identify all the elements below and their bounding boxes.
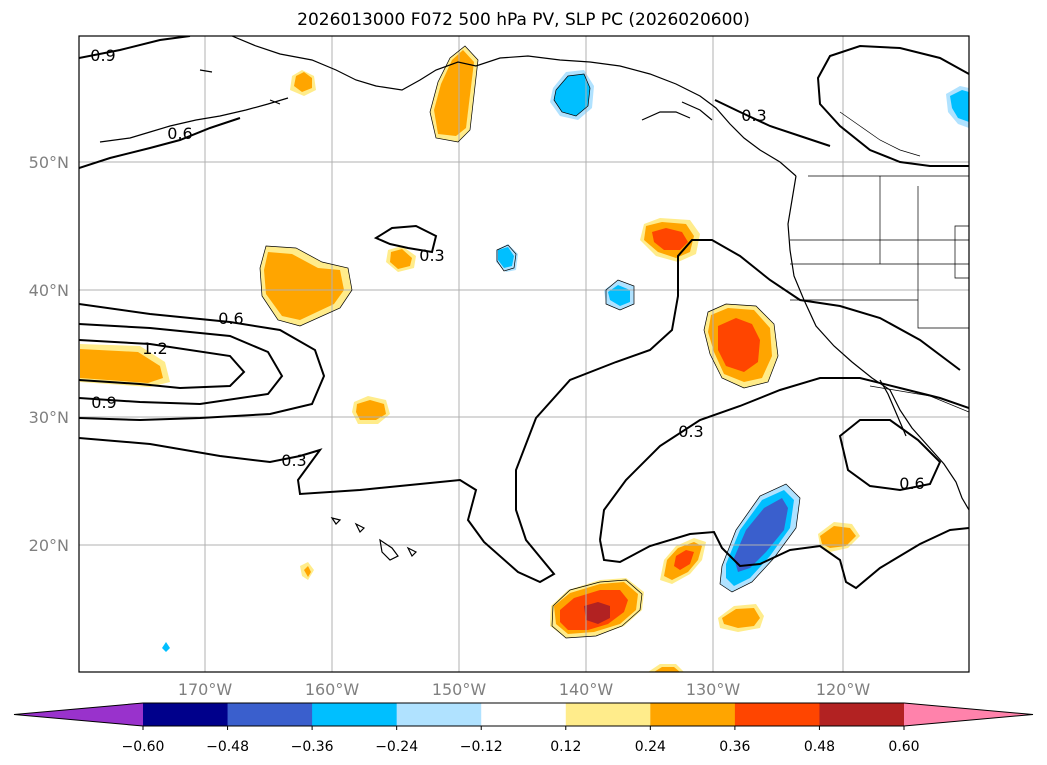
colorbar-swatch: [819, 703, 905, 726]
colorbar-tick-label: −0.48: [206, 739, 249, 755]
lon-tick: 130°W: [686, 680, 741, 699]
colorbar-swatch: [227, 703, 313, 726]
pv-positive-fills: [80, 46, 860, 672]
colorbar-ticks: −0.60 −0.48 −0.36 −0.24 −0.12 0.12 0.24 0.36 0.4…: [122, 726, 920, 755]
colorbar-tick-label: 0.48: [804, 739, 835, 755]
lat-axis: 50°N 40°N 30°N 20°N: [29, 153, 69, 555]
lon-tick: 170°W: [178, 680, 233, 699]
colorbar-tick-label: 0.36: [719, 739, 750, 755]
lat-tick: 20°N: [29, 536, 69, 555]
pv-negative-fills: [162, 70, 969, 652]
lon-tick: 150°W: [432, 680, 487, 699]
pv-outlines: [259, 45, 801, 639]
contour-labels: 0.9 0.6 1.2 0.6 0.9 0.3 0.3 0.3 0.3 0.6: [90, 46, 924, 493]
colorbar: [13, 702, 1034, 727]
coastlines: [99, 36, 969, 561]
boundaries: [790, 111, 969, 413]
contour-label: 0.6: [899, 474, 924, 493]
lat-tick: 40°N: [29, 281, 69, 300]
colorbar-swatch: [396, 703, 482, 726]
colorbar-extend-high: [904, 703, 1033, 726]
lon-tick: 160°W: [305, 680, 360, 699]
colorbar-tick-label: −0.12: [460, 739, 503, 755]
contour-label: 0.9: [91, 393, 116, 412]
slp-contours: [79, 36, 969, 590]
lon-axis: 170°W 160°W 150°W 140°W 130°W 120°W: [178, 680, 871, 699]
map-frame: [78, 35, 970, 673]
colorbar-swatch: [481, 703, 567, 726]
colorbar-tick-label: −0.24: [375, 739, 418, 755]
colorbar-swatch: [312, 703, 398, 726]
colorbar-swatch: [650, 703, 736, 726]
lat-tick: 50°N: [29, 153, 69, 172]
colorbar-tick-label: 0.24: [635, 739, 666, 755]
contour-label: 1.2: [142, 339, 167, 358]
colorbar-tick-label: 0.60: [888, 739, 919, 755]
contour-label: 0.3: [741, 106, 766, 125]
lat-tick: 30°N: [29, 408, 69, 427]
contour-label: 0.6: [218, 309, 243, 328]
contour-label: 0.9: [90, 46, 115, 65]
colorbar-swatch: [565, 703, 651, 726]
contour-label: 0.3: [678, 422, 703, 441]
lon-tick: 120°W: [816, 680, 871, 699]
colorbar-extend-low: [14, 703, 143, 726]
contour-label: 0.3: [281, 451, 306, 470]
lon-tick: 140°W: [559, 680, 614, 699]
contour-label: 0.6: [167, 124, 192, 143]
colorbar-tick-label: −0.36: [291, 739, 334, 755]
colorbar-swatch: [143, 703, 229, 726]
contour-label: 0.3: [419, 246, 444, 265]
colorbar-swatch: [734, 703, 820, 726]
colorbar-tick-label: −0.60: [122, 739, 165, 755]
colorbar-tick-label: 0.12: [550, 739, 581, 755]
map-title: 2026013000 F072 500 hPa PV, SLP PC (2026…: [297, 10, 750, 30]
